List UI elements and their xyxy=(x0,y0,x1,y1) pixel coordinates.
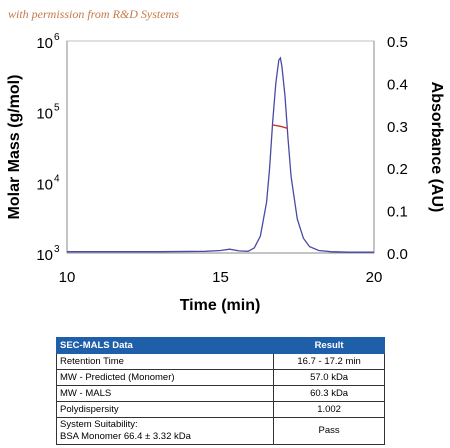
watermark-text: with permission from R&D Systems xyxy=(8,7,179,21)
absorbance-series-line xyxy=(67,56,374,253)
y-left-tick-exponent: 4 xyxy=(54,173,60,184)
row-value: Pass xyxy=(273,417,385,445)
header-sec-mals-data: SEC-MALS Data xyxy=(55,337,275,354)
x-axis-title: Time (min) xyxy=(180,297,261,314)
y-right-tick-label: 0.3 xyxy=(387,119,408,136)
y-left-tick-label: 10 xyxy=(36,176,53,193)
table-row: System Suitability: BSA Monomer 66.4 ± 3… xyxy=(55,417,385,445)
y-right-tick-label: 0.4 xyxy=(387,76,408,93)
y-left-axis-title: Molar Mass (g/mol) xyxy=(6,75,23,220)
y-left-tick-label: 10 xyxy=(36,106,53,123)
row-value: 57.0 kDa xyxy=(273,369,385,386)
y-left-tick-label: 10 xyxy=(36,247,53,264)
table-row: Retention Time 16.7 - 17.2 min xyxy=(55,353,385,370)
row-label: System Suitability: BSA Monomer 66.4 ± 3… xyxy=(55,417,275,445)
row-label-line2: BSA Monomer 66.4 ± 3.32 kDa xyxy=(60,431,191,442)
x-tick-label: 20 xyxy=(366,269,383,286)
plot-frame xyxy=(66,40,375,254)
row-label: MW - MALS xyxy=(55,385,275,402)
table-row: MW - Predicted (Monomer) 57.0 kDa xyxy=(55,369,385,386)
row-label: Retention Time xyxy=(55,353,275,370)
y-left-tick-exponent: 6 xyxy=(54,32,60,43)
y-right-tick-label: 0.5 xyxy=(387,34,408,51)
header-result: Result xyxy=(273,337,385,354)
row-label: MW - Predicted (Monomer) xyxy=(55,369,275,386)
row-value: 1.002 xyxy=(273,401,385,418)
row-value: 60.3 kDa xyxy=(273,385,385,402)
row-label: Polydispersity xyxy=(55,401,275,418)
row-label-line1: System Suitability: xyxy=(60,419,138,430)
y-right-tick-label: 0.2 xyxy=(387,161,408,178)
sec-mals-table: SEC-MALS Data Result Retention Time 16.7… xyxy=(55,337,385,445)
y-right-tick-label: 0.0 xyxy=(387,246,408,263)
row-value: 16.7 - 17.2 min xyxy=(273,353,385,370)
y-right-axis-title: Absorbance (AU) xyxy=(428,82,445,213)
y-right-tick-label: 0.1 xyxy=(387,204,408,221)
molar-mass-series-line xyxy=(272,124,289,130)
table-row: MW - MALS 60.3 kDa xyxy=(55,385,385,402)
y-left-tick-exponent: 3 xyxy=(54,244,60,255)
y-left-tick-exponent: 5 xyxy=(54,103,60,114)
x-tick-label: 15 xyxy=(212,269,229,286)
series-layer xyxy=(67,56,374,253)
x-tick-label: 10 xyxy=(59,269,76,286)
table-row: Polydispersity 1.002 xyxy=(55,401,385,418)
y-left-tick-label: 10 xyxy=(36,35,53,52)
table-header-row: SEC-MALS Data Result xyxy=(55,337,385,354)
